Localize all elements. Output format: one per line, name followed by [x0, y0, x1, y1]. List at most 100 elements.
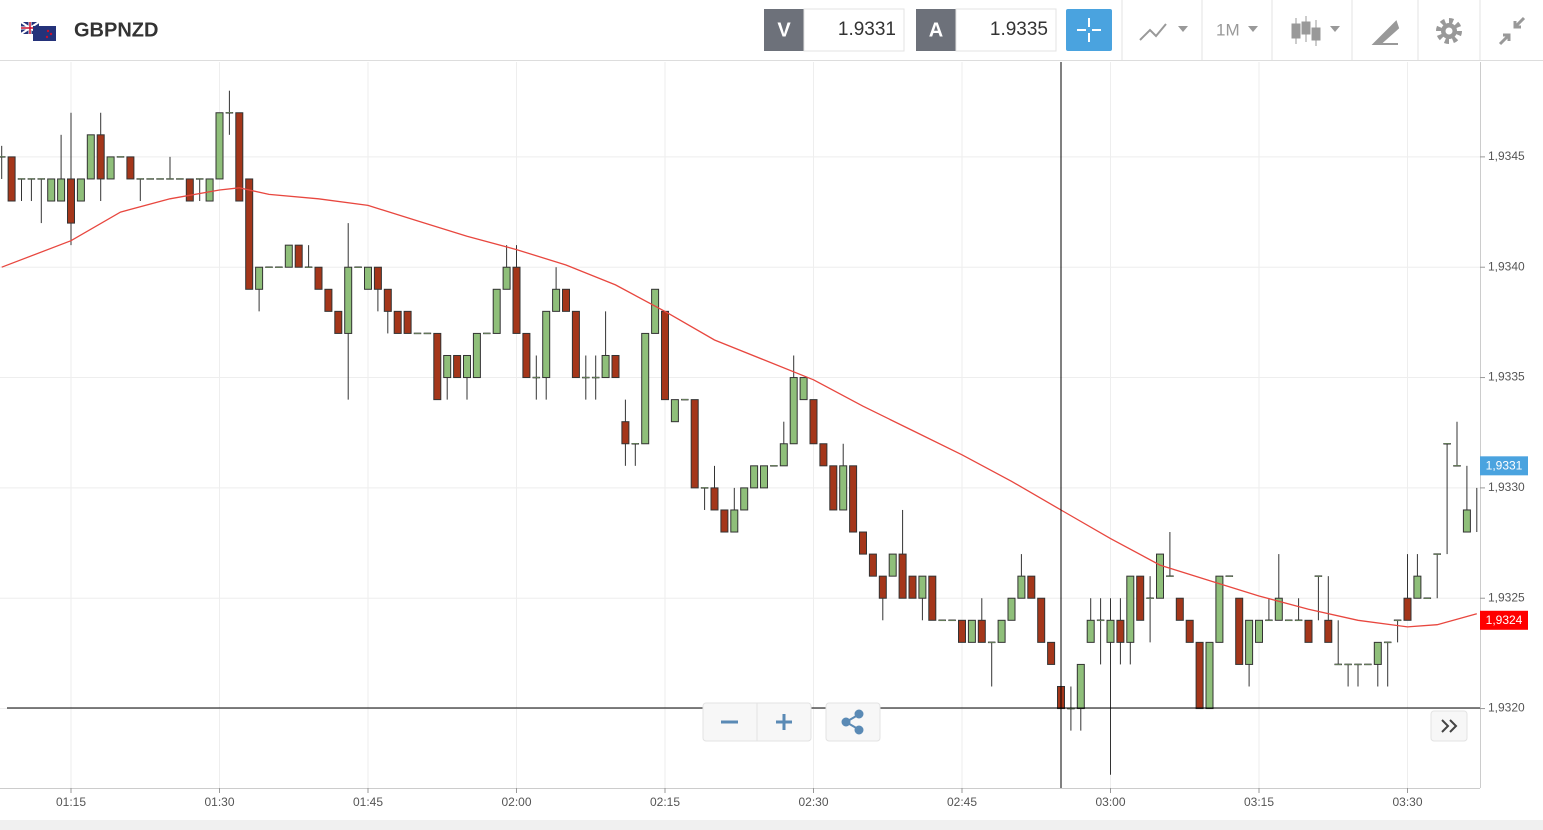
collapse-button[interactable]: [1498, 16, 1526, 46]
candle-body: [1096, 619, 1105, 622]
separators: [1121, 0, 1481, 60]
settings-button[interactable]: [1436, 18, 1462, 44]
x-tick-label: 01:15: [56, 795, 86, 809]
candle-body: [681, 398, 689, 401]
candle-body: [304, 266, 313, 268]
price-tag: [1480, 610, 1528, 630]
candle-body: [423, 332, 432, 335]
candle-body: [284, 244, 293, 268]
candle-body: [136, 178, 145, 180]
candle-body: [472, 332, 481, 379]
x-tick-label: 03:15: [1244, 795, 1274, 809]
candle-body: [948, 619, 956, 622]
candle-body: [146, 178, 154, 180]
candle-body: [819, 443, 828, 467]
candle-body: [938, 619, 946, 622]
candle-body: [1393, 619, 1402, 622]
candle-body: [1017, 575, 1026, 599]
candle-body: [740, 487, 749, 511]
candle-body: [1185, 619, 1194, 643]
candle-body: [690, 399, 699, 489]
candle-body: [27, 178, 36, 180]
candle-body: [977, 619, 986, 643]
timeframe-button[interactable]: 1M: [1216, 20, 1258, 39]
ask-label: A: [929, 19, 943, 41]
x-tick-label: 02:30: [798, 795, 828, 809]
candle-body: [670, 399, 679, 423]
candle-body: [1265, 619, 1273, 622]
candle-body: [176, 178, 184, 180]
crosshair-button[interactable]: [1066, 9, 1112, 51]
candle-body: [661, 310, 669, 401]
candle-body: [96, 134, 105, 180]
candle-body: [1225, 575, 1234, 577]
candle-body: [1126, 575, 1135, 643]
bid-button[interactable]: [764, 9, 804, 51]
candle-body: [393, 310, 402, 334]
candle-body: [37, 178, 46, 180]
candle-body: [1334, 663, 1342, 666]
candle-body: [1284, 619, 1293, 622]
candle-body: [1443, 443, 1451, 445]
candle-body: [1136, 575, 1145, 621]
candle-body: [898, 553, 907, 599]
candle-body: [443, 354, 452, 379]
candle-body: [314, 266, 323, 290]
candle-body: [1462, 509, 1471, 533]
candle-body: [1195, 641, 1204, 710]
candle-body: [1373, 641, 1382, 665]
candle-body: [1166, 575, 1174, 577]
candle-body: [1304, 619, 1313, 643]
candle-body: [1324, 619, 1333, 643]
candle-body: [1037, 597, 1046, 643]
candle-body: [255, 266, 264, 290]
candle-body: [552, 288, 561, 312]
candle-body: [1413, 575, 1422, 599]
candle-body: [591, 376, 600, 379]
candle-body: [17, 178, 26, 180]
x-tick-label: 02:00: [501, 795, 531, 809]
candle-body: [7, 156, 16, 202]
candle-body: [1364, 663, 1372, 666]
share-button[interactable]: [841, 709, 864, 735]
candle-body: [413, 332, 422, 335]
candle-body: [997, 619, 1006, 643]
scroll-end-button[interactable]: [1441, 719, 1458, 733]
candle-body: [334, 310, 343, 334]
ask-button[interactable]: [916, 9, 956, 51]
candle-body: [1106, 619, 1115, 643]
candle-body: [542, 310, 551, 379]
chart-type-button[interactable]: [1139, 23, 1188, 41]
bid-label: V: [777, 19, 791, 41]
candle-body: [156, 178, 164, 180]
candle-body: [245, 178, 254, 290]
zoom-in-button[interactable]: [776, 714, 792, 730]
candle-body: [770, 465, 778, 467]
price-tag: [1480, 456, 1528, 476]
candle-body: [601, 354, 610, 379]
header: GBPNZD V 1.9331 A 1.9335 1M: [0, 0, 1543, 61]
y-tick-label: 1,9335: [1488, 370, 1525, 384]
axes: 1,9320 1,9325 1,9330 1,9335 1,9340 1,9345 01:1…: [56, 149, 1528, 809]
candle-body: [1255, 619, 1263, 643]
candle-body: [868, 553, 877, 577]
candle-body: [166, 178, 174, 180]
candle-body: [1383, 641, 1392, 644]
draw-button[interactable]: [1371, 20, 1400, 45]
candle-body: [364, 266, 372, 290]
x-tick-label: 02:15: [650, 795, 680, 809]
candle-body: [1086, 619, 1095, 643]
candle-body: [67, 178, 75, 224]
y-tick-label: 1,9345: [1488, 149, 1525, 163]
symbol: GBPNZD: [74, 19, 158, 41]
candle-body: [651, 288, 660, 334]
candle-body: [1215, 575, 1224, 643]
candle-body: [799, 377, 808, 401]
candle-body: [582, 376, 590, 379]
candle-body: [779, 443, 788, 467]
candle-body: [720, 509, 729, 533]
candle-style-button[interactable]: [1291, 16, 1340, 46]
candle-body: [710, 487, 719, 511]
candle-body: [57, 178, 66, 202]
candle-body: [730, 509, 739, 533]
